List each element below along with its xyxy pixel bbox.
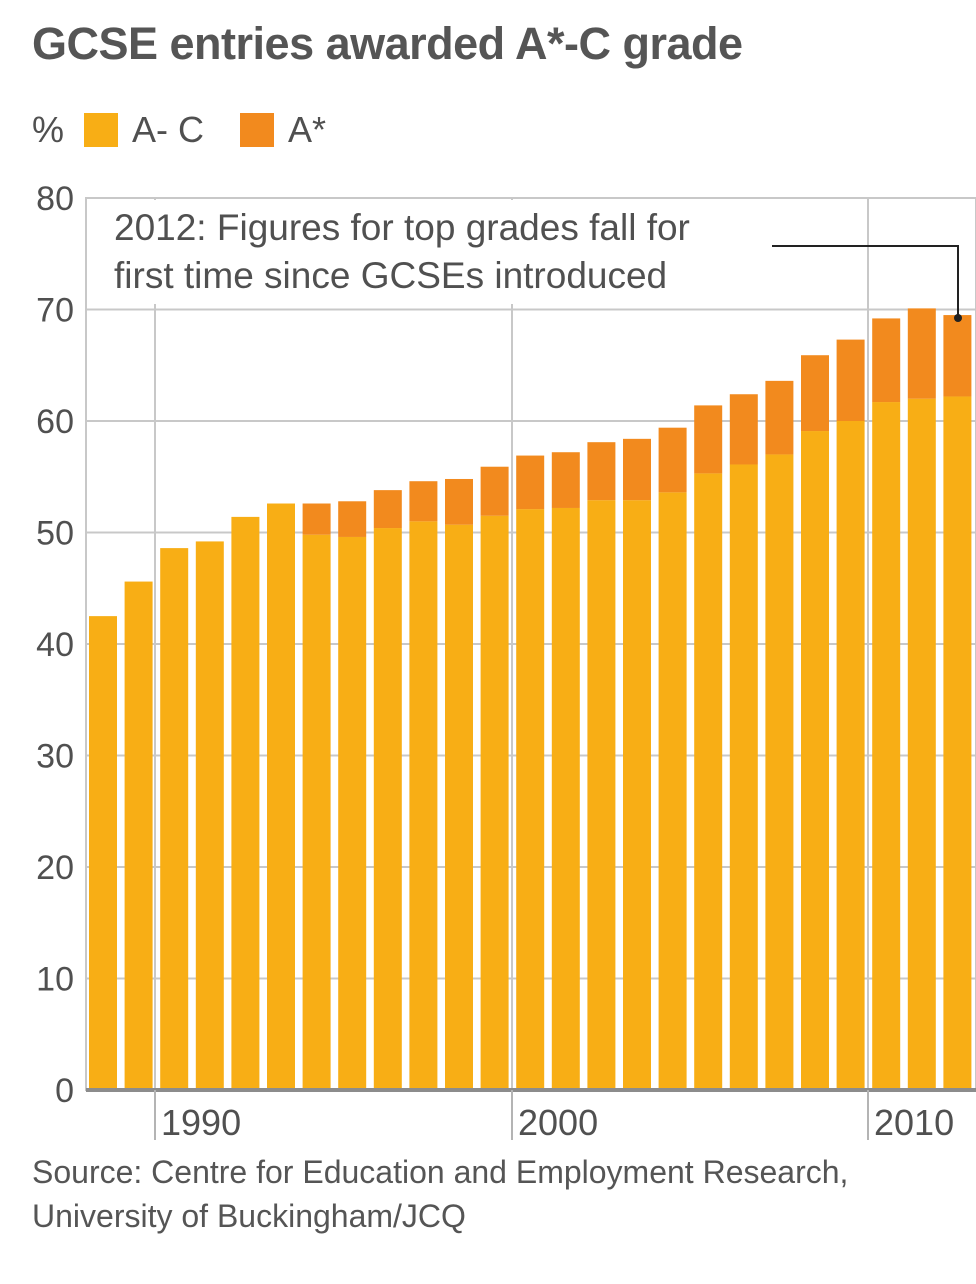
bar-a-star-1994 (302, 503, 331, 535)
bar-a-c-2004 (658, 492, 687, 1090)
x-tick-label-1990: 1990 (161, 1102, 241, 1143)
bar-a-star-1999 (480, 466, 509, 516)
bar-a-c-1988 (89, 616, 117, 1090)
bar-a-c-1997 (409, 521, 438, 1090)
annotation-box (90, 200, 770, 304)
bar-a-c-2006 (729, 464, 758, 1090)
bar-a-star-1996 (373, 490, 402, 529)
bars (86, 308, 976, 1092)
bar-a-c-2003 (623, 500, 651, 1090)
chart-legend: % A- C A* (32, 108, 362, 152)
bar-a-star-2001 (551, 452, 580, 508)
bar-a-c-1990 (160, 548, 189, 1090)
bar-a-c-2000 (516, 509, 545, 1091)
y-tick-label-10: 10 (36, 961, 74, 999)
bar-a-star-1998 (445, 478, 473, 525)
legend-swatch-a-c (84, 113, 119, 147)
bar-a-c-2011 (907, 398, 936, 1090)
bar-a-c-1992 (231, 516, 260, 1090)
legend-label-a-star: A* (288, 109, 327, 150)
bar-a-c-2001 (551, 507, 580, 1091)
bar-a-c-2008 (801, 431, 829, 1090)
y-tick-label-30: 30 (36, 738, 74, 776)
y-tick-label-80: 80 (36, 180, 74, 218)
bar-a-c-1991 (195, 541, 224, 1090)
x-tick-label-2010: 2010 (874, 1102, 954, 1143)
bar-a-star-2003 (623, 438, 651, 501)
annotation-line-2: first time since GCSEs introduced (114, 255, 667, 296)
bar-a-star-2008 (801, 355, 829, 432)
source-line-1: Source: Centre for Education and Employm… (32, 1154, 849, 1190)
bar-a-star-2004 (658, 427, 687, 493)
bar-a-c-1993 (267, 503, 295, 1090)
chart-title: GCSE entries awarded A*-C grade (32, 18, 743, 69)
bar-chart: 0 10 20 30 40 50 60 70 80 1990 2000 2010 2012: Fig… (36, 180, 976, 1143)
y-tick-label-0: 0 (55, 1072, 74, 1110)
bar-a-c-2005 (694, 473, 723, 1090)
legend-swatch-a-star (240, 113, 275, 147)
bar-a-star-2006 (729, 394, 758, 465)
annotation-pointer-dot (954, 314, 962, 322)
legend-label-a-c: A- C (132, 109, 205, 150)
bar-a-c-1995 (338, 536, 367, 1090)
x-tick-label-2000: 2000 (518, 1102, 598, 1143)
legend-unit: % (32, 109, 65, 150)
bar-a-c-2009 (836, 421, 865, 1090)
bar-a-c-2012 (943, 396, 972, 1091)
x-axis: 1990 2000 2010 (154, 1090, 954, 1143)
bar-a-c-1989 (124, 581, 153, 1090)
bar-a-star-2002 (587, 442, 616, 501)
y-tick-label-20: 20 (36, 849, 74, 887)
source-line-2: University of Buckingham/JCQ (32, 1198, 466, 1234)
bar-a-c-2002 (587, 500, 616, 1090)
y-tick-label-40: 40 (36, 626, 74, 664)
y-axis: 0 10 20 30 40 50 60 70 80 (36, 180, 74, 1110)
bar-a-c-1998 (445, 524, 473, 1090)
bar-a-c-2007 (765, 454, 794, 1090)
bar-a-star-1995 (338, 501, 367, 537)
bar-a-c-1999 (480, 515, 509, 1090)
annotation-line-1: 2012: Figures for top grades fall for (114, 207, 690, 248)
y-tick-label-70: 70 (36, 292, 74, 330)
bar-a-c-2010 (872, 402, 901, 1090)
bar-a-star-2000 (516, 455, 545, 510)
bar-a-star-1997 (409, 481, 438, 522)
y-tick-label-50: 50 (36, 515, 74, 553)
source-note: Source: Centre for Education and Employm… (32, 1150, 848, 1238)
bar-a-star-2012 (943, 315, 972, 397)
bar-a-star-2005 (694, 405, 723, 474)
annotation-leader-line (772, 245, 959, 318)
bar-a-star-2009 (836, 339, 865, 421)
bar-a-c-1994 (302, 534, 331, 1090)
bar-a-star-2010 (872, 318, 901, 403)
bar-a-star-2007 (765, 380, 794, 455)
bar-a-star-2011 (907, 308, 936, 399)
bar-a-c-1996 (373, 528, 402, 1090)
y-tick-label-60: 60 (36, 403, 74, 441)
